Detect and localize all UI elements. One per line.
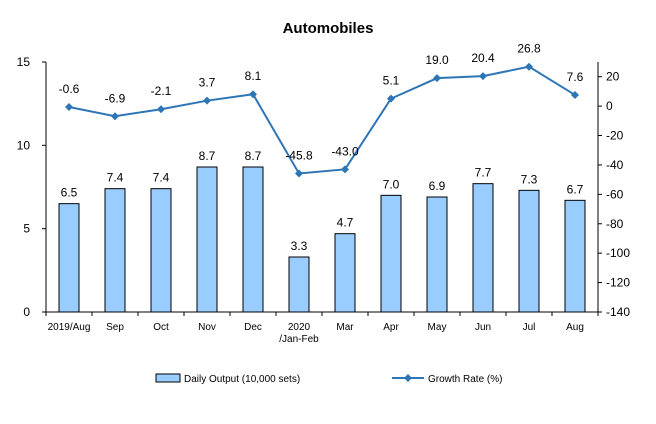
line-value-label: 20.4 — [471, 51, 495, 65]
bar — [334, 233, 356, 313]
line-value-label: 19.0 — [425, 53, 449, 67]
bar-value-label: 7.0 — [383, 177, 400, 191]
right-tick-label: -60 — [606, 187, 624, 201]
legend-line-marker — [404, 374, 412, 382]
legend-line-label: Growth Rate (%) — [428, 374, 502, 385]
x-tick-label: Sep — [106, 322, 124, 333]
bar-value-label: 6.7 — [567, 182, 584, 196]
bar — [518, 189, 540, 313]
x-tick-label: May — [428, 322, 447, 333]
right-tick-label: -40 — [606, 158, 624, 172]
line-point — [571, 90, 579, 99]
bar-value-label: 3.3 — [291, 239, 308, 253]
axes: 0 5 10 15 20 0 -20 -40 -60 -80 -100 -120 -140 2019/Au… — [17, 55, 631, 345]
x-tick-label: Nov — [198, 322, 216, 333]
bar — [58, 203, 80, 313]
left-tick-label: 15 — [17, 55, 31, 69]
bar-series — [58, 166, 586, 313]
data-labels: 6.5 7.4 7.4 8.7 8.7 3.3 4.7 7.0 6.9 7.7 7.3 6.7 -0.6… — [59, 42, 584, 253]
legend-bar-swatch — [155, 373, 181, 383]
bar-value-label: 8.7 — [199, 149, 216, 163]
bar — [288, 256, 310, 313]
x-tick-label: Jun — [475, 322, 491, 333]
bar — [242, 166, 264, 313]
growth-line — [68, 65, 576, 175]
line-point — [203, 96, 211, 105]
line-value-label: -43.0 — [331, 144, 359, 158]
bar-value-label: 7.3 — [521, 172, 538, 186]
bar — [426, 196, 448, 313]
line-value-label: -2.1 — [151, 84, 172, 98]
legend-bar-label: Daily Output (10,000 sets) — [184, 374, 300, 385]
line-value-label: 7.6 — [567, 70, 584, 84]
bar — [380, 194, 402, 313]
line-value-label: -0.6 — [59, 82, 80, 96]
bar-value-label: 7.4 — [107, 171, 124, 185]
line-value-label: 3.7 — [199, 76, 216, 90]
bar — [150, 188, 172, 313]
line-point — [65, 103, 73, 111]
x-tick-label: Jul — [523, 322, 536, 333]
bar-value-label: 7.7 — [475, 166, 492, 180]
left-tick-label: 0 — [23, 305, 30, 319]
line-value-label: 26.8 — [517, 42, 541, 56]
x-tick-label: 2019/Aug — [48, 322, 91, 333]
line-point — [295, 169, 303, 178]
right-tick-label: 0 — [606, 99, 613, 113]
chart-title: Automobiles — [283, 20, 374, 37]
line-point — [433, 74, 441, 83]
bar — [564, 199, 586, 313]
right-tick-label: -140 — [606, 305, 630, 319]
line-series — [65, 62, 579, 178]
line-point — [387, 94, 395, 103]
line-point — [157, 105, 165, 114]
bar-value-label: 4.7 — [337, 216, 354, 230]
x-tick-label: Aug — [566, 322, 584, 333]
left-tick-label: 5 — [23, 222, 30, 236]
x-tick-label: Apr — [383, 322, 399, 333]
line-value-label: 8.1 — [245, 69, 262, 83]
bar — [104, 188, 126, 313]
line-point — [111, 112, 119, 121]
line-value-label: -45.8 — [285, 148, 313, 162]
line-point — [341, 165, 349, 174]
legend: Daily Output (10,000 sets) Growth Rate (%… — [155, 373, 502, 385]
line-value-label: 5.1 — [383, 74, 400, 88]
right-tick-label: -100 — [606, 246, 630, 260]
x-tick-label: Mar — [336, 322, 354, 333]
right-tick-label: -80 — [606, 217, 624, 231]
bar-value-label: 7.4 — [153, 171, 170, 185]
bar — [196, 166, 218, 313]
bar-value-label: 6.9 — [429, 179, 446, 193]
right-tick-label: -20 — [606, 129, 624, 143]
bar-value-label: 6.5 — [61, 186, 78, 200]
bar-value-label: 8.7 — [245, 149, 262, 163]
line-point — [525, 62, 533, 71]
x-tick-label: 2020/Jan-Feb — [279, 322, 319, 345]
line-value-label: -6.9 — [105, 91, 126, 105]
left-tick-label: 10 — [17, 138, 31, 152]
right-tick-label: 20 — [606, 70, 620, 84]
x-tick-label: Oct — [153, 322, 169, 333]
line-point — [479, 72, 487, 81]
x-tick-label: Dec — [244, 322, 262, 333]
right-tick-label: -120 — [606, 276, 630, 290]
line-point — [249, 90, 257, 99]
bar — [472, 183, 494, 313]
